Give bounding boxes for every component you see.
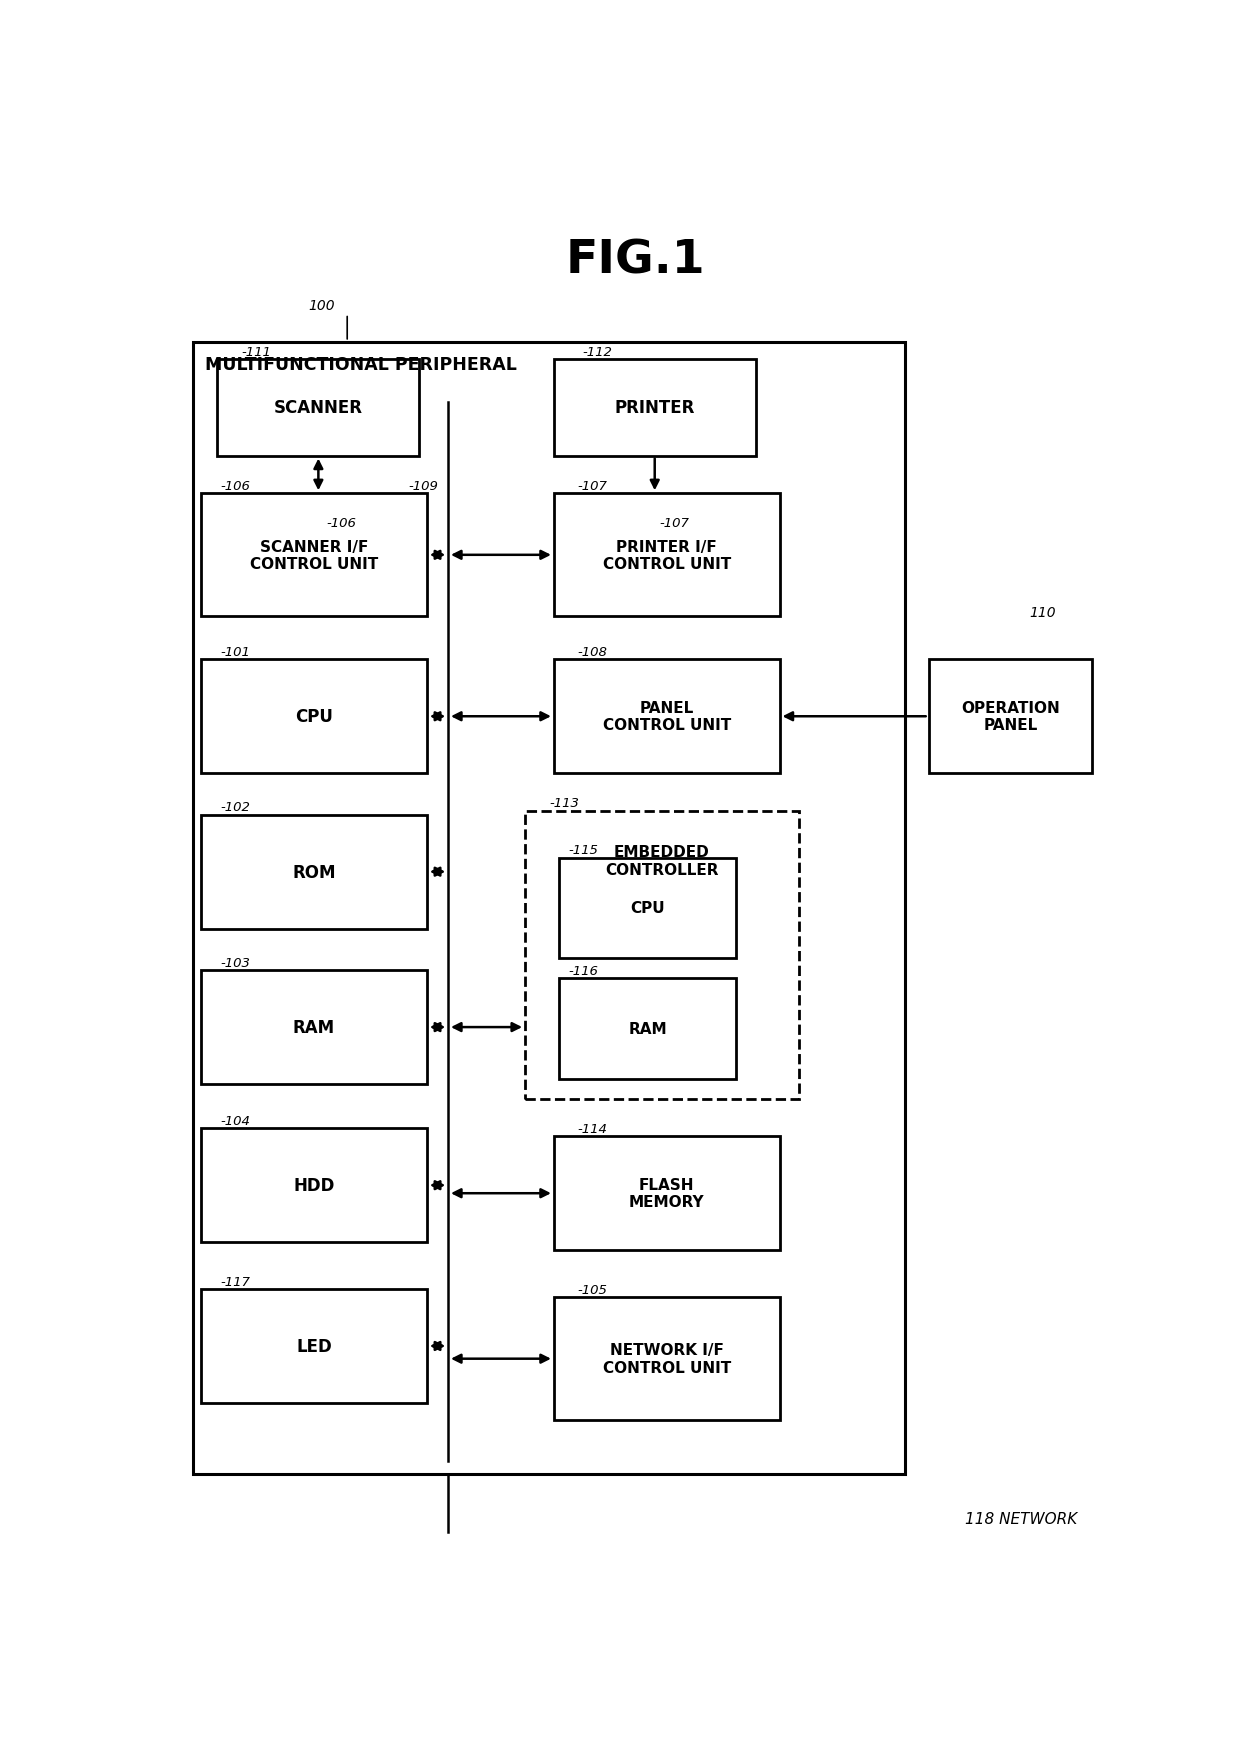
Text: -111: -111 — [242, 346, 272, 358]
Text: RAM: RAM — [293, 1019, 335, 1036]
Text: -113: -113 — [549, 796, 579, 810]
Bar — [201, 1129, 427, 1242]
Bar — [201, 1289, 427, 1403]
Bar — [525, 810, 799, 1099]
Text: -108: -108 — [578, 645, 608, 659]
Text: -104: -104 — [221, 1115, 250, 1127]
Text: SCANNER: SCANNER — [274, 400, 363, 417]
Text: -103: -103 — [221, 956, 250, 969]
Bar — [554, 360, 755, 456]
Text: ROM: ROM — [293, 863, 336, 882]
Text: -116: -116 — [568, 965, 598, 977]
Text: FLASH
MEMORY: FLASH MEMORY — [629, 1177, 704, 1210]
Text: CPU: CPU — [630, 901, 665, 916]
Text: CPU: CPU — [295, 708, 334, 725]
Bar — [558, 857, 737, 958]
Text: -117: -117 — [221, 1275, 250, 1289]
Text: 100: 100 — [309, 299, 335, 313]
Text: -106: -106 — [221, 480, 250, 492]
Text: PANEL
CONTROL UNIT: PANEL CONTROL UNIT — [603, 701, 730, 734]
Text: -112: -112 — [583, 346, 613, 358]
Text: LED: LED — [296, 1337, 332, 1355]
Text: EMBEDDED
CONTROLLER: EMBEDDED CONTROLLER — [605, 845, 719, 876]
Bar — [201, 659, 427, 774]
Text: HDD: HDD — [294, 1177, 335, 1195]
Text: -109: -109 — [409, 480, 439, 492]
Text: -114: -114 — [578, 1122, 608, 1136]
Text: 118 NETWORK: 118 NETWORK — [965, 1511, 1078, 1525]
Bar — [201, 816, 427, 929]
Text: -102: -102 — [221, 802, 250, 814]
Text: NETWORK I/F
CONTROL UNIT: NETWORK I/F CONTROL UNIT — [603, 1343, 730, 1376]
Text: 110: 110 — [1029, 605, 1056, 619]
Text: PRINTER I/F
CONTROL UNIT: PRINTER I/F CONTROL UNIT — [603, 539, 730, 572]
Text: -107: -107 — [578, 480, 608, 492]
Text: FIG.1: FIG.1 — [565, 238, 706, 283]
Text: MULTIFUNCTIONAL PERIPHERAL: MULTIFUNCTIONAL PERIPHERAL — [205, 356, 517, 374]
Bar — [201, 494, 427, 617]
Text: OPERATION
PANEL: OPERATION PANEL — [961, 701, 1060, 734]
Text: -115: -115 — [568, 843, 598, 857]
Bar — [929, 659, 1092, 774]
Bar — [201, 970, 427, 1085]
Bar — [193, 343, 904, 1475]
Bar — [554, 1137, 780, 1250]
Bar — [554, 494, 780, 617]
Text: -106: -106 — [326, 516, 356, 530]
Text: SCANNER I/F
CONTROL UNIT: SCANNER I/F CONTROL UNIT — [250, 539, 378, 572]
Bar — [554, 659, 780, 774]
Bar — [554, 1297, 780, 1421]
Text: -105: -105 — [578, 1283, 608, 1296]
Text: -107: -107 — [660, 516, 689, 530]
Text: RAM: RAM — [629, 1021, 667, 1036]
Bar — [217, 360, 419, 456]
Bar — [558, 979, 737, 1078]
Text: -101: -101 — [221, 645, 250, 659]
Text: PRINTER: PRINTER — [615, 400, 694, 417]
